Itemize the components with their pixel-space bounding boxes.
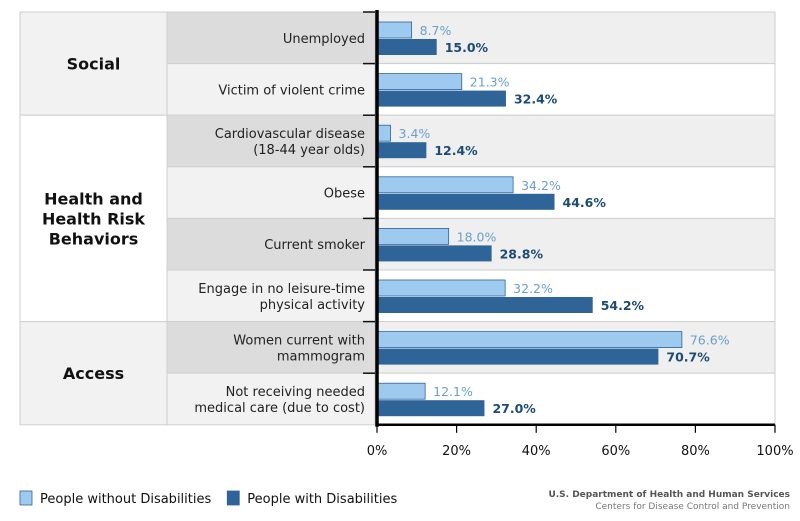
legend-swatch — [19, 490, 33, 506]
group-label: Health Risk — [42, 209, 145, 228]
x-tick-label: 20% — [442, 444, 471, 459]
category-label: mammogram — [277, 349, 365, 364]
x-tick-label: 80% — [681, 444, 710, 459]
category-cell — [166, 372, 376, 426]
value-label: 27.0% — [492, 401, 536, 416]
bar-without-disabilities — [376, 279, 506, 297]
bar-without-disabilities — [376, 73, 463, 90]
x-tick-label: 0% — [367, 444, 388, 459]
plot-row-background — [376, 114, 776, 168]
category-label: Cardiovascular disease — [215, 127, 365, 142]
value-label: 70.7% — [666, 350, 710, 365]
category-label: Obese — [324, 187, 365, 202]
value-label: 76.6% — [690, 333, 730, 348]
value-label: 28.8% — [500, 246, 544, 261]
legend-label: People without Disabilities — [40, 492, 211, 507]
category-cell — [166, 321, 376, 374]
bar-without-disabilities — [376, 382, 426, 400]
group-cell — [19, 11, 168, 116]
bar-with-disabilities — [377, 90, 506, 107]
category-cell — [166, 114, 376, 168]
value-label: 21.3% — [470, 75, 510, 90]
group-label: Health and — [44, 189, 143, 208]
bar-without-disabilities — [376, 176, 514, 194]
group-label: Behaviors — [49, 229, 139, 248]
value-label: 15.0% — [445, 40, 489, 55]
category-cell — [166, 217, 376, 271]
group-cell — [19, 321, 168, 426]
legend-swatch — [226, 490, 240, 506]
source-line-1: U.S. Department of Health and Human Serv… — [548, 490, 790, 500]
category-label: Unemployed — [283, 32, 365, 47]
value-label: 18.0% — [457, 229, 497, 244]
value-label: 32.2% — [513, 281, 553, 296]
value-label: 44.6% — [563, 195, 607, 210]
bar-without-disabilities — [376, 331, 683, 349]
bar-with-disabilities — [377, 39, 437, 55]
category-label: physical activity — [260, 298, 366, 313]
value-label: 12.4% — [434, 143, 478, 158]
bar-with-disabilities — [377, 193, 555, 210]
group-label: Access — [63, 364, 124, 383]
category-cell — [166, 269, 376, 323]
bar-with-disabilities — [377, 348, 659, 365]
group-cell — [19, 114, 168, 323]
bar-without-disabilities — [376, 227, 450, 245]
category-label: Not receiving needed — [226, 385, 365, 400]
x-tick-label: 60% — [601, 444, 630, 459]
source-line-2: Centers for Disease Control and Preventi… — [595, 502, 790, 512]
legend-label: People with Disabilities — [247, 492, 397, 507]
value-label: 54.2% — [601, 298, 645, 313]
category-label: medical care (due to cost) — [194, 401, 365, 416]
category-label: (18-44 year olds) — [253, 143, 365, 158]
x-tick-label: 40% — [522, 444, 551, 459]
bar-without-disabilities — [376, 124, 391, 142]
x-tick-label: 100% — [756, 444, 793, 459]
value-label: 3.4% — [399, 126, 431, 141]
category-label: Current smoker — [264, 238, 365, 253]
category-label: Victim of violent crime — [218, 83, 365, 98]
category-label: Engage in no leisure-time — [198, 282, 365, 297]
value-label: 8.7% — [420, 23, 452, 38]
value-label: 34.2% — [521, 178, 561, 193]
category-cell — [166, 11, 376, 65]
bar-without-disabilities — [376, 21, 413, 39]
value-label: 12.1% — [433, 384, 473, 399]
plot-row-background — [376, 11, 776, 65]
bar-with-disabilities — [377, 297, 593, 313]
value-label: 32.4% — [514, 92, 558, 107]
bar-with-disabilities — [377, 400, 485, 417]
bar-with-disabilities — [377, 245, 492, 262]
category-label: Women current with — [233, 333, 365, 348]
group-label: Social — [67, 55, 121, 74]
bar-with-disabilities — [377, 142, 427, 159]
